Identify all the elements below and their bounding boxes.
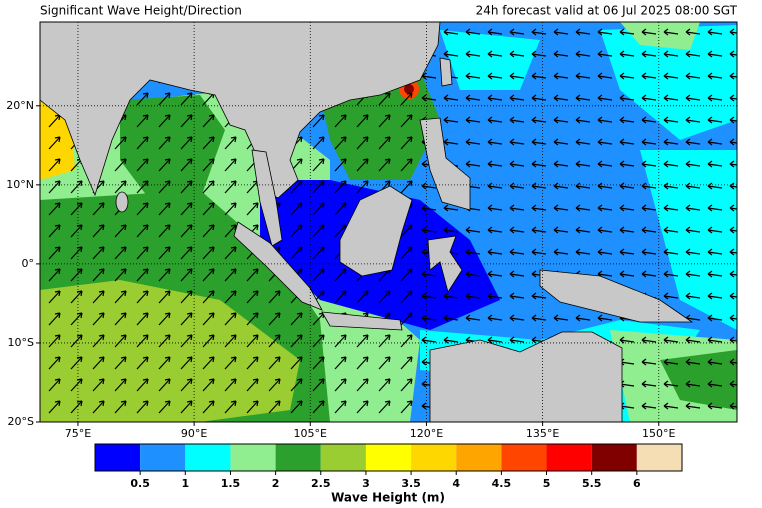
colorbar-swatch	[275, 444, 321, 471]
colorbar-tick-label: 5	[543, 477, 551, 490]
colorbar-swatch	[95, 444, 141, 471]
map	[40, 22, 737, 422]
y-tick-label: 10°S	[8, 336, 34, 349]
colorbar-label: Wave Height (m)	[331, 491, 445, 505]
colorbar-swatch	[636, 444, 682, 471]
land	[321, 311, 403, 331]
land	[251, 149, 283, 247]
colorbar-tick-label: 4.5	[492, 477, 512, 490]
x-tick-label: 105°E	[294, 427, 327, 440]
x-tick-label: 135°E	[526, 427, 559, 440]
colorbar-tick-label: 3.5	[401, 477, 421, 490]
land	[233, 221, 323, 311]
colorbar-swatch	[411, 444, 457, 471]
y-tick-label: 20°S	[8, 415, 34, 428]
x-tick-label: 90°E	[181, 427, 207, 440]
land	[429, 331, 623, 422]
colorbar-tick-label: 1	[181, 477, 189, 490]
land	[439, 57, 453, 87]
y-tick-label: 10°N	[6, 178, 34, 191]
colorbar-tick-label: 5.5	[582, 477, 602, 490]
y-tick-label: 0°	[22, 257, 35, 270]
colorbar-swatch	[456, 444, 502, 471]
y-tick-label: 20°N	[6, 99, 34, 112]
map-subtitle: 24h forecast valid at 06 Jul 2025 08:00 …	[476, 4, 738, 18]
colorbar-tick-label: 1.5	[221, 477, 241, 490]
x-tick-label: 120°E	[410, 427, 443, 440]
colorbar-tick-label: 3	[362, 477, 370, 490]
colorbar-swatch	[230, 444, 276, 471]
colorbar-swatch	[546, 444, 592, 471]
map-title: Significant Wave Height/Direction	[40, 4, 242, 18]
colorbar-swatch	[365, 444, 412, 471]
x-tick-label: 150°E	[642, 427, 675, 440]
colorbar-tick-label: 2	[272, 477, 280, 490]
colorbar-tick-label: 4	[452, 477, 460, 490]
map-frame	[39, 21, 738, 423]
colorbar-swatch	[501, 444, 547, 471]
colorbar-swatch	[140, 444, 186, 471]
colorbar-swatch	[591, 444, 637, 471]
x-tick-label: 75°E	[65, 427, 91, 440]
colorbar-swatch	[185, 444, 231, 471]
land	[115, 191, 129, 213]
land	[419, 117, 471, 211]
land	[339, 185, 413, 277]
colorbar-tick-label: 2.5	[311, 477, 331, 490]
colorbar-swatch	[320, 444, 366, 471]
colorbar: 0.5 1 1.5 2 2.5 3 3.5 4 4.5 5 5.5 6	[94, 443, 683, 490]
colorbar-frame	[94, 443, 683, 472]
colorbar-tick-label: 6	[633, 477, 641, 490]
land	[539, 269, 694, 323]
colorbar-tick-label: 0.5	[130, 477, 150, 490]
